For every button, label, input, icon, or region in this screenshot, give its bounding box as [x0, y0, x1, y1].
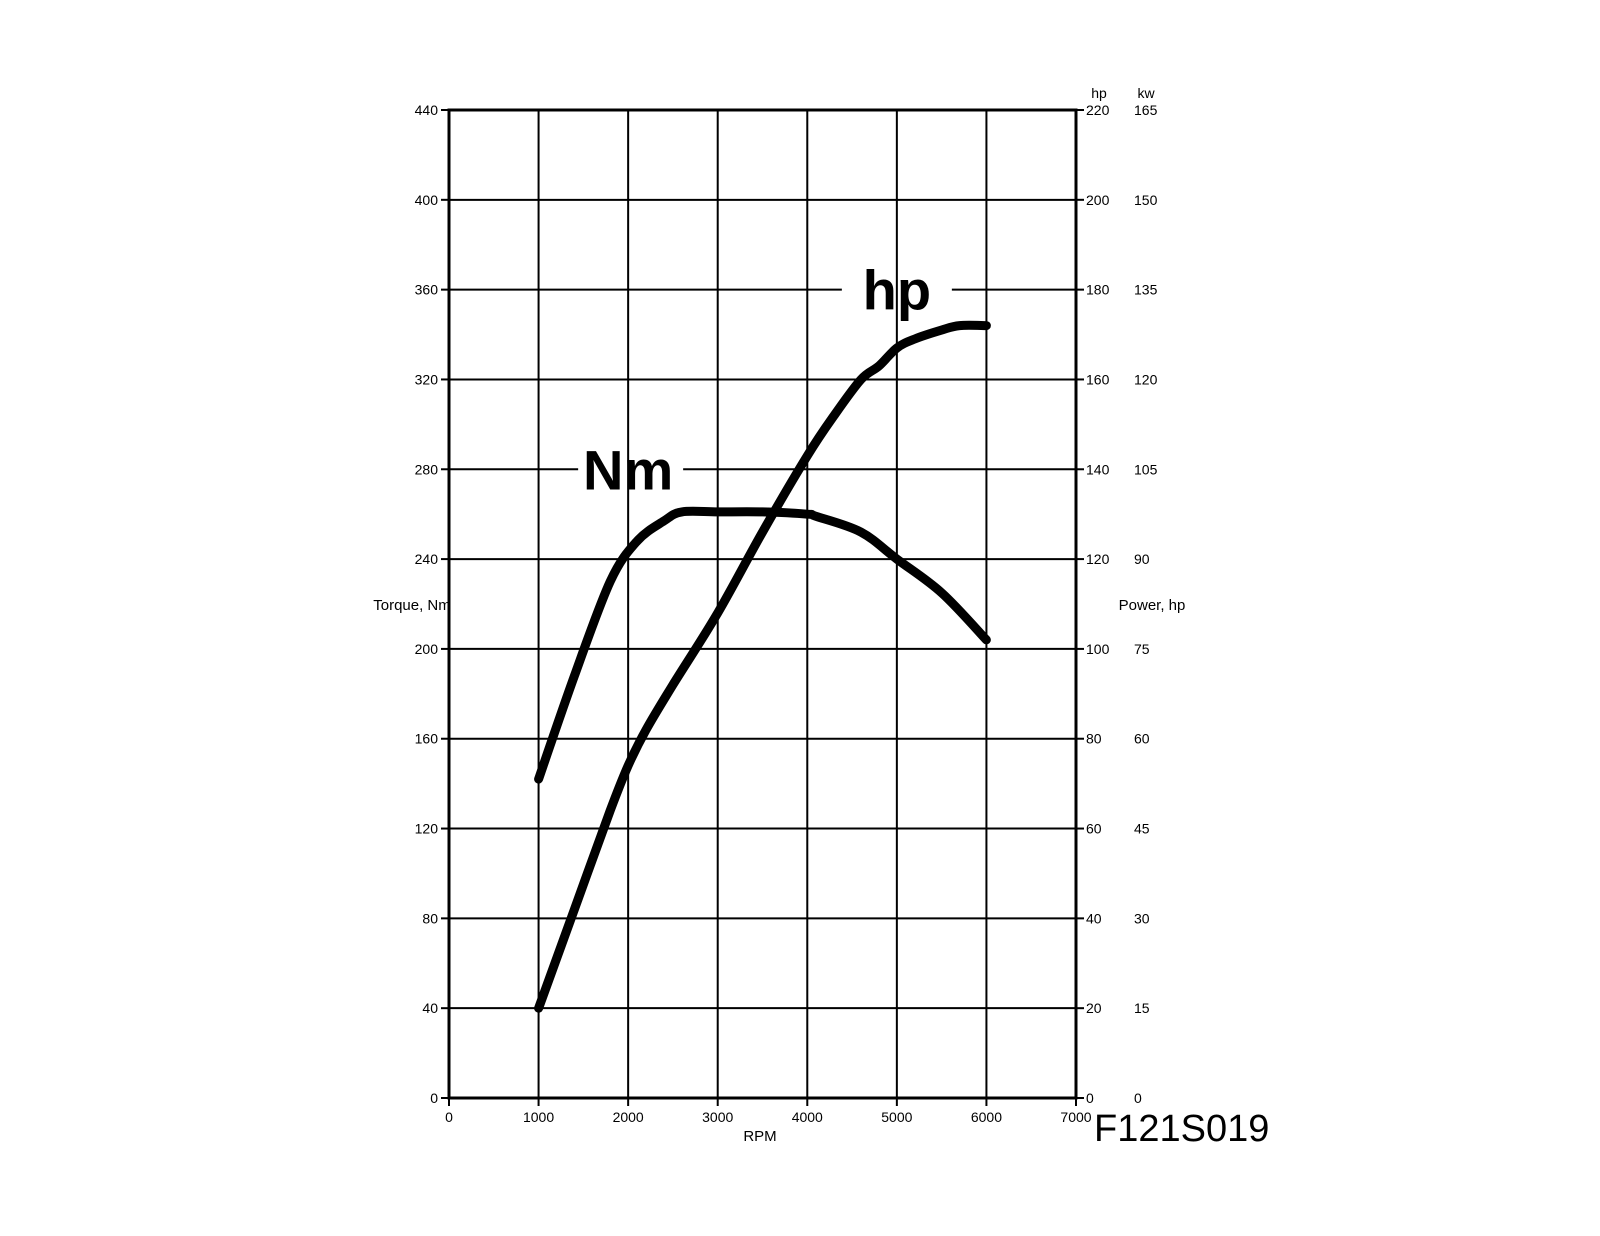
left-tick-label: 280: [415, 461, 439, 477]
plot-border: [447, 108, 1078, 1100]
x-tick-label: 4000: [792, 1109, 823, 1125]
left-tick-label: 200: [415, 641, 439, 657]
right-kw-tick-label: 165: [1134, 102, 1158, 118]
right-hp-tick-label: 180: [1086, 282, 1110, 298]
left-tick-label: 440: [415, 102, 439, 118]
left-tick-label: 320: [415, 371, 439, 387]
curve-labels: Nm hp: [583, 259, 931, 502]
right-hp-tick-label: 60: [1086, 821, 1102, 837]
right-axis-unit-hp: hp: [1091, 85, 1107, 101]
right-hp-tick-label: 100: [1086, 641, 1110, 657]
right-hp-tick-label: 40: [1086, 910, 1102, 926]
right-kw-tick-label: 30: [1134, 910, 1150, 926]
x-tick-label: 0: [445, 1109, 453, 1125]
left-tick-label: 80: [422, 910, 438, 926]
left-tick-label: 360: [415, 282, 439, 298]
x-axis-title: RPM: [743, 1128, 776, 1145]
right-hp-tick-label: 20: [1086, 1000, 1102, 1016]
right-kw-tick-label: 60: [1134, 731, 1150, 747]
right-kw-tick-label: 150: [1134, 192, 1158, 208]
right-hp-tick-label: 120: [1086, 551, 1110, 567]
left-tick-label: 160: [415, 731, 439, 747]
right-kw-tick-label: 45: [1134, 821, 1150, 837]
x-tick-label: 3000: [702, 1109, 733, 1125]
left-axis-title: Torque, Nm: [373, 597, 451, 614]
series-label-nm: Nm: [583, 438, 673, 501]
grid-lines: [449, 110, 1076, 1098]
right-kw-tick-label: 75: [1134, 641, 1150, 657]
right-kw-tick-label: 0: [1134, 1090, 1142, 1106]
right-hp-tick-label: 200: [1086, 192, 1110, 208]
right-kw-tick-label: 15: [1134, 1000, 1150, 1016]
plot-frame: [441, 108, 1084, 1106]
left-tick-label: 40: [422, 1000, 438, 1016]
right-kw-tick-label: 135: [1134, 282, 1158, 298]
tick-labels: 0 40 80 120 160 200 240 280 320 360 400 440 0 20 40 60 8…: [415, 102, 1158, 1125]
series-label-hp: hp: [863, 259, 931, 322]
left-tick-label: 240: [415, 551, 439, 567]
right-hp-tick-label: 0: [1086, 1090, 1094, 1106]
series-line-hp: [534, 320, 991, 1013]
right-kw-tick-label: 90: [1134, 551, 1150, 567]
x-tick-label: 6000: [971, 1109, 1002, 1125]
left-tick-label: 400: [415, 192, 439, 208]
right-kw-tick-label: 105: [1134, 461, 1158, 477]
right-kw-tick-label: 120: [1134, 371, 1158, 387]
series-line-nm: [534, 506, 991, 784]
right-axis-unit-kw: kw: [1137, 85, 1155, 101]
x-tick-label: 1000: [523, 1109, 554, 1125]
figure-id: F121S019: [1094, 1108, 1269, 1150]
right-hp-tick-label: 140: [1086, 461, 1110, 477]
x-tick-label: 7000: [1060, 1109, 1091, 1125]
x-tick-label: 2000: [613, 1109, 644, 1125]
right-axis-title: Power, hp: [1119, 597, 1186, 614]
x-tick-label: 5000: [881, 1109, 912, 1125]
left-tick-label: 0: [430, 1090, 438, 1106]
series-curves: [534, 320, 991, 1013]
right-hp-tick-label: 220: [1086, 102, 1110, 118]
right-hp-tick-label: 80: [1086, 731, 1102, 747]
left-tick-label: 120: [415, 821, 439, 837]
right-hp-tick-label: 160: [1086, 371, 1110, 387]
